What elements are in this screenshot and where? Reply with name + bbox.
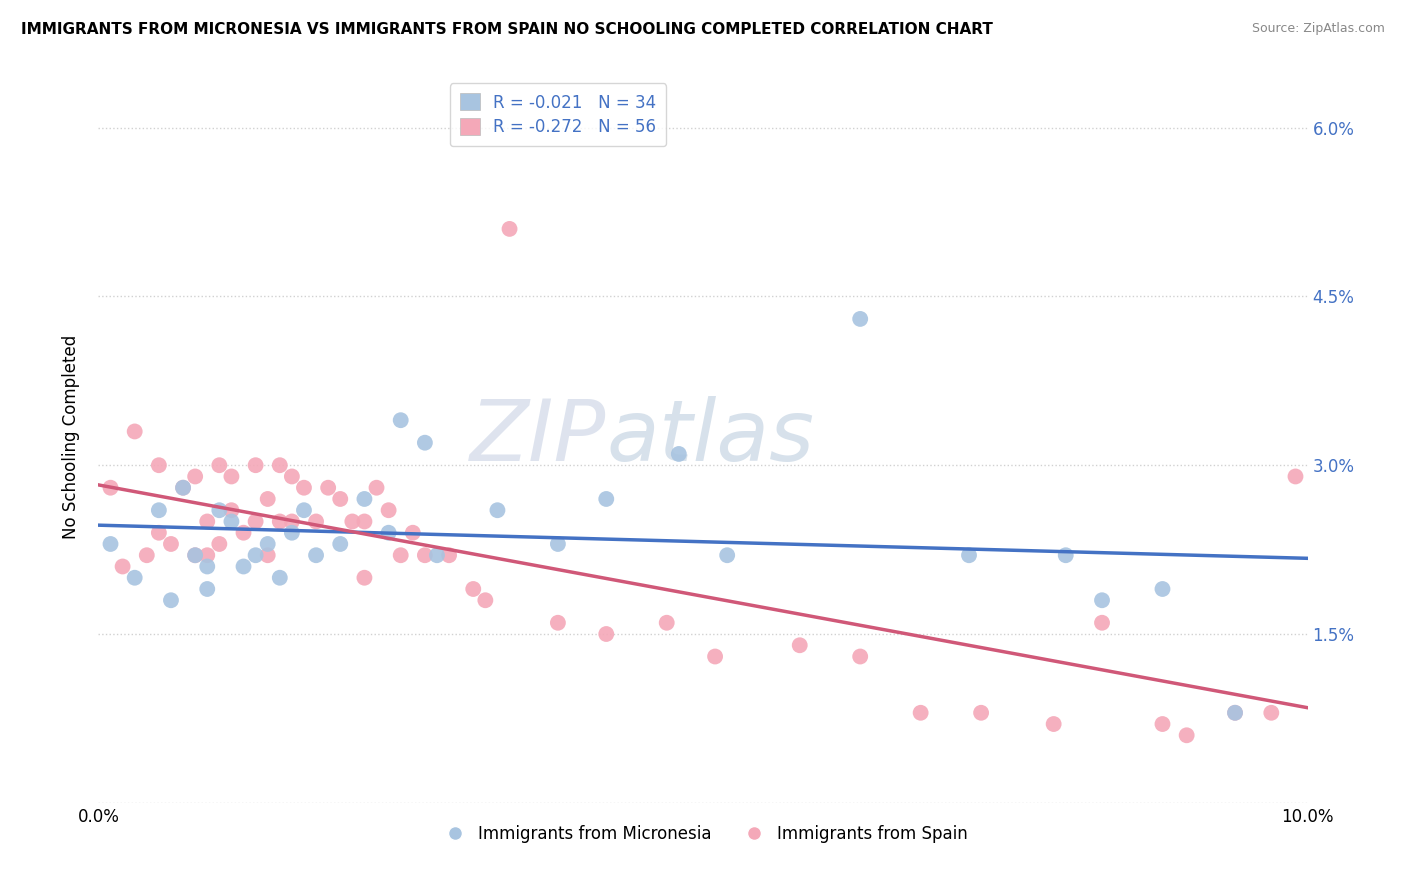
Point	[389, 548, 412, 562]
Point	[245, 548, 267, 562]
Point	[716, 548, 738, 562]
Point	[474, 593, 496, 607]
Point	[413, 548, 436, 562]
Point	[704, 649, 727, 664]
Text: Source: ZipAtlas.com: Source: ZipAtlas.com	[1251, 22, 1385, 36]
Point	[377, 525, 399, 540]
Point	[281, 525, 304, 540]
Point	[292, 503, 315, 517]
Point	[124, 425, 146, 439]
Point	[1284, 469, 1306, 483]
Point	[1152, 582, 1174, 596]
Point	[329, 537, 352, 551]
Point	[353, 515, 375, 529]
Point	[463, 582, 485, 596]
Point	[789, 638, 811, 652]
Point	[1091, 615, 1114, 630]
Point	[135, 548, 157, 562]
Point	[305, 515, 328, 529]
Point	[172, 481, 194, 495]
Point	[208, 503, 231, 517]
Point	[305, 548, 328, 562]
Point	[184, 548, 207, 562]
Point	[1152, 717, 1174, 731]
Point	[269, 571, 291, 585]
Point	[221, 469, 243, 483]
Point	[208, 458, 231, 473]
Point	[437, 548, 460, 562]
Point	[184, 469, 207, 483]
Point	[148, 458, 170, 473]
Point	[245, 458, 267, 473]
Point	[232, 525, 254, 540]
Point	[377, 503, 399, 517]
Point	[668, 447, 690, 461]
Point	[1223, 706, 1246, 720]
Point	[124, 571, 146, 585]
Point	[172, 481, 194, 495]
Point	[910, 706, 932, 720]
Point	[957, 548, 980, 562]
Point	[316, 481, 339, 495]
Point	[269, 515, 291, 529]
Point	[353, 491, 375, 506]
Text: ZIP: ZIP	[470, 395, 606, 479]
Point	[195, 582, 218, 596]
Point	[1260, 706, 1282, 720]
Point	[595, 627, 617, 641]
Point	[413, 435, 436, 450]
Point	[353, 571, 375, 585]
Point	[195, 515, 218, 529]
Point	[221, 503, 243, 517]
Point	[486, 503, 509, 517]
Y-axis label: No Schooling Completed: No Schooling Completed	[62, 335, 80, 539]
Point	[281, 515, 304, 529]
Point	[1091, 593, 1114, 607]
Point	[195, 548, 218, 562]
Point	[256, 537, 278, 551]
Point	[849, 312, 872, 326]
Point	[366, 481, 388, 495]
Point	[281, 469, 304, 483]
Point	[1175, 728, 1198, 742]
Point	[221, 515, 243, 529]
Point	[1042, 717, 1064, 731]
Point	[389, 413, 412, 427]
Text: atlas: atlas	[606, 395, 814, 479]
Point	[100, 537, 122, 551]
Point	[148, 503, 170, 517]
Text: IMMIGRANTS FROM MICRONESIA VS IMMIGRANTS FROM SPAIN NO SCHOOLING COMPLETED CORRE: IMMIGRANTS FROM MICRONESIA VS IMMIGRANTS…	[21, 22, 993, 37]
Point	[547, 615, 569, 630]
Point	[184, 548, 207, 562]
Point	[342, 515, 364, 529]
Point	[256, 491, 278, 506]
Point	[595, 491, 617, 506]
Point	[160, 537, 183, 551]
Point	[208, 537, 231, 551]
Point	[1054, 548, 1077, 562]
Point	[245, 515, 267, 529]
Point	[256, 548, 278, 562]
Point	[1223, 706, 1246, 720]
Point	[148, 525, 170, 540]
Point	[547, 537, 569, 551]
Point	[970, 706, 993, 720]
Legend: Immigrants from Micronesia, Immigrants from Spain: Immigrants from Micronesia, Immigrants f…	[432, 818, 974, 849]
Point	[292, 481, 315, 495]
Point	[195, 559, 218, 574]
Point	[232, 559, 254, 574]
Point	[498, 222, 520, 236]
Point	[269, 458, 291, 473]
Point	[402, 525, 425, 540]
Point	[849, 649, 872, 664]
Point	[329, 491, 352, 506]
Point	[111, 559, 134, 574]
Point	[100, 481, 122, 495]
Point	[160, 593, 183, 607]
Point	[426, 548, 449, 562]
Point	[655, 615, 678, 630]
